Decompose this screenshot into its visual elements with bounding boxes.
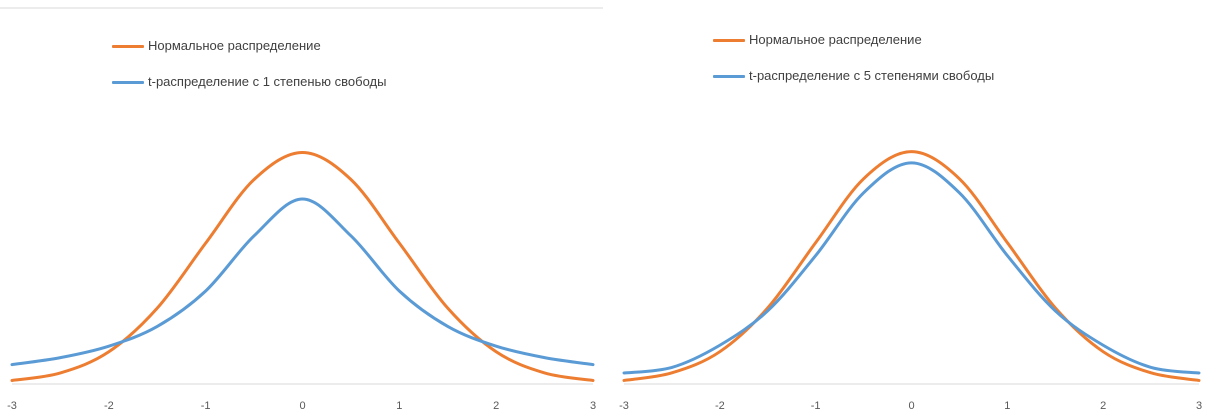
x-tick-label: -2 (104, 400, 114, 412)
chart-panel-right: -3 -2 -1 0 1 2 3 Нормальное распределение t-ра… (603, 0, 1206, 417)
x-tick-label: 0 (908, 400, 914, 412)
legend-item-t5: t-распределение с 5 степенями свободы (713, 68, 994, 84)
series-line-student-t (622, 161, 1201, 375)
legend-item-normal: Нормальное распределение (713, 32, 994, 48)
chart-right-svg: -3 -2 -1 0 1 2 3 (619, 150, 1202, 412)
x-tick-label: -2 (715, 400, 725, 412)
legend-swatch-normal (713, 38, 745, 42)
legend-label-normal: Нормальное распределение (749, 32, 922, 47)
legend-item-t1: t-распределение с 1 степенью свободы (112, 74, 386, 90)
x-tick-label: 2 (1100, 400, 1106, 412)
chart-left-svg: -3 -2 -1 0 1 2 3 (0, 7, 603, 412)
chart-right-legend: Нормальное распределение t-распределение… (713, 32, 994, 104)
legend-swatch-normal (112, 44, 144, 48)
legend-label-normal: Нормальное распределение (148, 38, 321, 53)
x-tick-label: 3 (590, 400, 596, 412)
x-tick-label: 3 (1196, 400, 1202, 412)
series-line-student-t (10, 197, 595, 367)
x-tick-label: -3 (7, 400, 17, 412)
legend-swatch-t5 (713, 74, 745, 78)
x-tick-label: 1 (1004, 400, 1010, 412)
x-tick-label: 1 (396, 400, 402, 412)
chart-panel-left: -3 -2 -1 0 1 2 3 Нормальное распределение t-ра… (0, 7, 603, 412)
x-tick-label: 0 (299, 400, 305, 412)
x-tick-label: -1 (811, 400, 821, 412)
x-tick-label: 2 (493, 400, 499, 412)
series-line-normal (10, 150, 595, 382)
x-tick-label: -3 (619, 400, 629, 412)
x-tick-label: -1 (201, 400, 211, 412)
legend-swatch-t1 (112, 80, 144, 84)
series-line-normal (622, 150, 1201, 382)
legend-item-normal: Нормальное распределение (112, 38, 386, 54)
chart-left-legend: Нормальное распределение t-распределение… (112, 38, 386, 110)
legend-label-t5: t-распределение с 5 степенями свободы (749, 68, 995, 83)
legend-label-t1: t-распределение с 1 степенью свободы (148, 74, 387, 89)
